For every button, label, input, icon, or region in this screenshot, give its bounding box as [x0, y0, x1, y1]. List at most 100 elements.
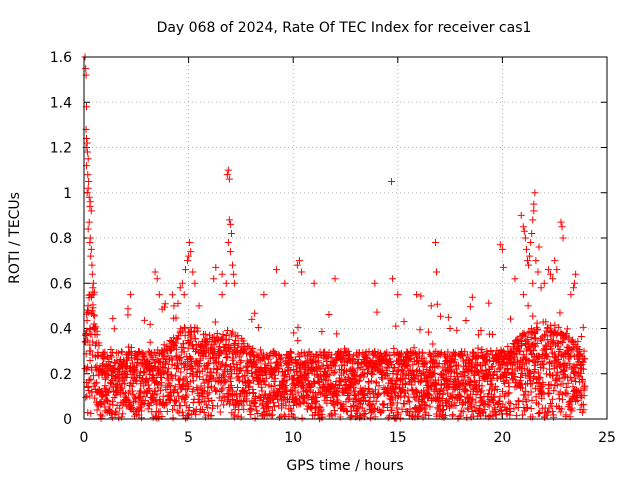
data-point — [205, 397, 213, 405]
data-point — [354, 378, 362, 386]
data-point — [227, 374, 235, 382]
data-point — [566, 405, 574, 413]
data-point — [241, 372, 249, 380]
data-point — [230, 270, 238, 278]
data-point — [550, 350, 558, 358]
data-point — [434, 376, 442, 384]
data-point — [204, 404, 212, 412]
data-point — [300, 399, 308, 407]
data-point — [381, 353, 389, 361]
data-point — [476, 376, 484, 384]
data-point — [397, 393, 405, 401]
data-point — [457, 393, 465, 401]
data-point — [580, 406, 588, 414]
data-point — [331, 275, 339, 283]
data-point — [511, 373, 519, 381]
data-point — [252, 403, 260, 411]
data-point — [248, 315, 256, 323]
data-point — [482, 412, 490, 420]
data-point — [559, 338, 567, 346]
data-point — [124, 311, 132, 319]
data-points — [81, 53, 589, 423]
data-point — [222, 361, 230, 369]
data-point — [151, 268, 159, 276]
data-point — [134, 358, 142, 366]
data-point — [204, 340, 212, 348]
data-point — [446, 325, 454, 332]
data-point — [278, 404, 286, 412]
data-point — [127, 344, 135, 352]
data-point — [482, 355, 490, 363]
data-point — [187, 248, 195, 256]
data-point — [417, 404, 425, 412]
data-point — [184, 382, 192, 390]
data-point — [462, 316, 470, 324]
data-point — [234, 384, 242, 392]
data-point — [87, 252, 95, 260]
data-point — [288, 407, 296, 415]
data-point — [90, 311, 98, 319]
data-point — [571, 374, 579, 382]
data-point — [306, 384, 314, 392]
data-point — [330, 369, 338, 377]
data-point — [331, 362, 339, 370]
data-point — [439, 406, 447, 414]
data-point — [140, 353, 148, 361]
data-point — [214, 358, 222, 366]
data-point — [400, 399, 408, 407]
data-point — [414, 356, 422, 364]
data-point — [433, 300, 441, 308]
data-point — [396, 414, 404, 422]
data-point — [468, 407, 476, 415]
data-point — [302, 374, 310, 382]
data-point — [502, 406, 510, 414]
data-point — [360, 373, 368, 381]
data-point — [88, 261, 96, 269]
data-point — [174, 364, 182, 372]
data-point — [557, 408, 565, 416]
data-point — [189, 377, 197, 385]
data-point — [251, 399, 259, 407]
data-point — [427, 302, 435, 310]
data-point — [146, 320, 154, 328]
data-point — [367, 409, 375, 417]
data-point — [380, 356, 388, 364]
data-point — [420, 354, 428, 362]
data-point — [492, 382, 500, 390]
data-point — [404, 362, 412, 370]
data-point — [551, 257, 559, 265]
data-point — [205, 377, 213, 385]
data-point — [459, 408, 467, 416]
data-point — [199, 375, 207, 383]
data-point — [549, 275, 557, 283]
data-point — [348, 412, 356, 420]
data-point — [246, 379, 254, 387]
data-point — [543, 327, 551, 335]
data-point — [545, 365, 553, 373]
data-point — [244, 367, 252, 375]
data-point — [458, 372, 466, 380]
data-point — [315, 357, 323, 365]
data-point — [153, 390, 161, 398]
y-tick-label: 1.2 — [50, 141, 72, 157]
data-point — [140, 382, 148, 390]
data-point — [476, 402, 484, 410]
data-point — [111, 407, 119, 415]
data-point — [484, 397, 492, 405]
data-point — [380, 400, 388, 408]
data-point — [556, 309, 564, 317]
data-point — [158, 374, 166, 382]
data-point — [579, 365, 587, 373]
data-point — [163, 408, 171, 416]
data-point — [218, 270, 226, 278]
data-point — [208, 397, 216, 405]
data-point — [317, 406, 325, 414]
data-point — [277, 353, 285, 361]
data-point — [245, 343, 253, 351]
data-point — [559, 234, 567, 242]
data-point — [579, 358, 587, 366]
data-point — [145, 384, 153, 392]
data-point — [556, 375, 564, 383]
chart-title: Day 068 of 2024, Rate Of TEC Index for r… — [157, 20, 532, 36]
data-point — [207, 411, 215, 419]
